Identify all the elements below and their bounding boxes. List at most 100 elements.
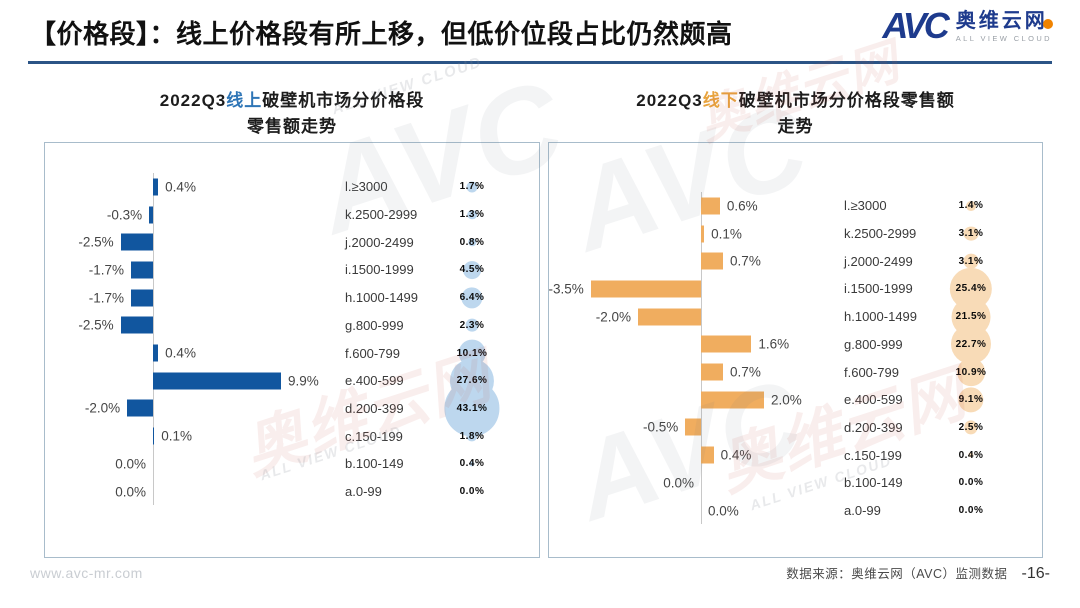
price-band-label: k.2500-2999 — [345, 207, 418, 223]
chart-row: 0.4% c.150-199 0.4% — [549, 441, 1042, 469]
bar-zone: -2.0% — [45, 395, 345, 423]
bar-zone: 1.6% — [549, 331, 844, 359]
share-bubble — [465, 318, 479, 332]
share-value-label: 2.5% — [958, 421, 984, 433]
growth-bar — [701, 446, 714, 464]
chart-row: 2.0% e.400-599 9.1% — [549, 386, 1042, 414]
price-band-label: k.2500-2999 — [844, 226, 917, 242]
bar-zone: 0.7% — [549, 358, 844, 386]
share-bubble — [467, 209, 477, 220]
share-value-label: 43.1% — [456, 402, 488, 414]
price-band-label: a.0-99 — [844, 503, 881, 519]
growth-value-label: -2.5% — [78, 317, 114, 333]
price-band-label: i.1500-1999 — [844, 281, 913, 297]
share-value-label: 0.0% — [958, 477, 984, 489]
website-url: www.avc-mr.com — [30, 565, 143, 581]
price-band-label: b.100-149 — [345, 456, 404, 472]
zero-axis-line — [701, 192, 702, 525]
share-cell: 3.1% — [941, 220, 1001, 248]
bar-zone: 0.4% — [45, 339, 345, 367]
growth-value-label: 0.1% — [711, 226, 742, 242]
share-value-label: 21.5% — [955, 311, 987, 323]
chart-row: -2.5% j.2000-2499 0.8% — [45, 228, 539, 256]
chart-row: -0.5% d.200-399 2.5% — [549, 414, 1042, 442]
chart-row: -2.5% g.800-999 2.3% — [45, 312, 539, 340]
share-cell: 0.4% — [442, 450, 502, 478]
share-value-label: 22.7% — [955, 338, 987, 350]
chart-row: 0.7% f.600-799 10.9% — [549, 358, 1042, 386]
price-band-label: i.1500-1999 — [345, 262, 414, 278]
growth-value-label: 0.4% — [165, 345, 196, 361]
growth-bar — [120, 316, 153, 334]
bar-zone: 0.4% — [45, 173, 345, 201]
growth-value-label: 0.0% — [115, 456, 146, 472]
growth-bar — [638, 308, 701, 326]
share-value-label: 0.0% — [459, 486, 485, 498]
growth-value-label: 0.0% — [708, 503, 739, 519]
bar-zone: 0.6% — [549, 192, 844, 220]
online-channel-label: 线上 — [226, 91, 263, 110]
growth-bar — [701, 225, 705, 243]
share-value-label: 3.1% — [958, 228, 984, 240]
share-cell: 2.3% — [442, 312, 502, 340]
header-divider — [28, 61, 1052, 64]
chart-row: 0.7% j.2000-2499 3.1% — [549, 247, 1042, 275]
footer: www.avc-mr.com 数据来源：奥维云网（AVC）监测数据 -16- — [30, 563, 1050, 583]
bar-zone: -1.7% — [45, 256, 345, 284]
share-value-label: 25.4% — [955, 283, 987, 295]
share-cell: 3.1% — [941, 247, 1001, 275]
share-bubble — [468, 238, 476, 246]
growth-bar — [153, 427, 155, 445]
growth-bar — [701, 197, 720, 215]
share-value-label: 4.5% — [459, 264, 485, 276]
share-value-label: 3.1% — [958, 255, 984, 267]
growth-bar — [127, 399, 153, 417]
growth-value-label: 2.0% — [771, 392, 802, 408]
bar-zone: -0.5% — [549, 414, 844, 442]
share-cell: 0.8% — [442, 228, 502, 256]
price-band-label: l.≥3000 — [345, 179, 388, 195]
share-cell: 0.4% — [941, 441, 1001, 469]
growth-value-label: -2.5% — [78, 234, 114, 250]
bar-zone: 9.9% — [45, 367, 345, 395]
growth-bar — [131, 289, 153, 307]
share-bubble — [963, 253, 979, 269]
offline-channel-label: 线下 — [702, 91, 739, 110]
zero-axis-line — [153, 173, 154, 506]
growth-value-label: 0.1% — [161, 428, 193, 444]
share-value-label: 1.7% — [459, 181, 485, 193]
share-cell: 43.1% — [442, 380, 502, 437]
share-bubble — [964, 420, 978, 435]
bar-zone: -2.0% — [549, 303, 844, 331]
share-cell: 9.1% — [941, 386, 1001, 414]
share-bubble — [966, 200, 976, 211]
growth-value-label: -1.7% — [88, 262, 125, 278]
share-cell: 6.4% — [442, 284, 502, 312]
share-value-label: 1.4% — [958, 200, 984, 212]
share-value-label: 9.1% — [958, 394, 984, 406]
share-cell: 2.5% — [941, 414, 1001, 442]
chart-row: 0.0% b.100-149 0.0% — [549, 469, 1042, 497]
bar-zone: 0.0% — [549, 469, 844, 497]
share-value-label: 1.8% — [459, 430, 485, 442]
bar-zone: 0.1% — [549, 220, 844, 248]
price-band-label: e.400-599 — [345, 373, 404, 389]
bar-zone: -1.7% — [45, 284, 345, 312]
page-title: 【价格段】：线上价格段有所上移，但低价位段占比仍然颇高 — [30, 19, 733, 49]
growth-value-label: 0.0% — [663, 475, 694, 491]
growth-value-label: 1.6% — [758, 336, 790, 352]
growth-value-label: 0.7% — [730, 364, 761, 380]
growth-value-label: -1.7% — [88, 290, 125, 306]
price-band-label: c.150-199 — [345, 428, 403, 444]
share-value-label: 1.3% — [459, 209, 485, 221]
share-value-label: 2.3% — [459, 319, 485, 331]
bar-zone: -2.5% — [45, 228, 345, 256]
avc-logo-cn: 奥维云网 — [955, 9, 1048, 32]
price-band-label: a.0-99 — [345, 484, 382, 500]
price-band-label: h.1000-1499 — [345, 290, 419, 306]
price-band-label: f.600-799 — [844, 364, 899, 380]
chart-row: 0.0% a.0-99 0.0% — [45, 478, 539, 506]
share-cell: 10.9% — [941, 358, 1001, 386]
share-bubble — [469, 461, 475, 467]
